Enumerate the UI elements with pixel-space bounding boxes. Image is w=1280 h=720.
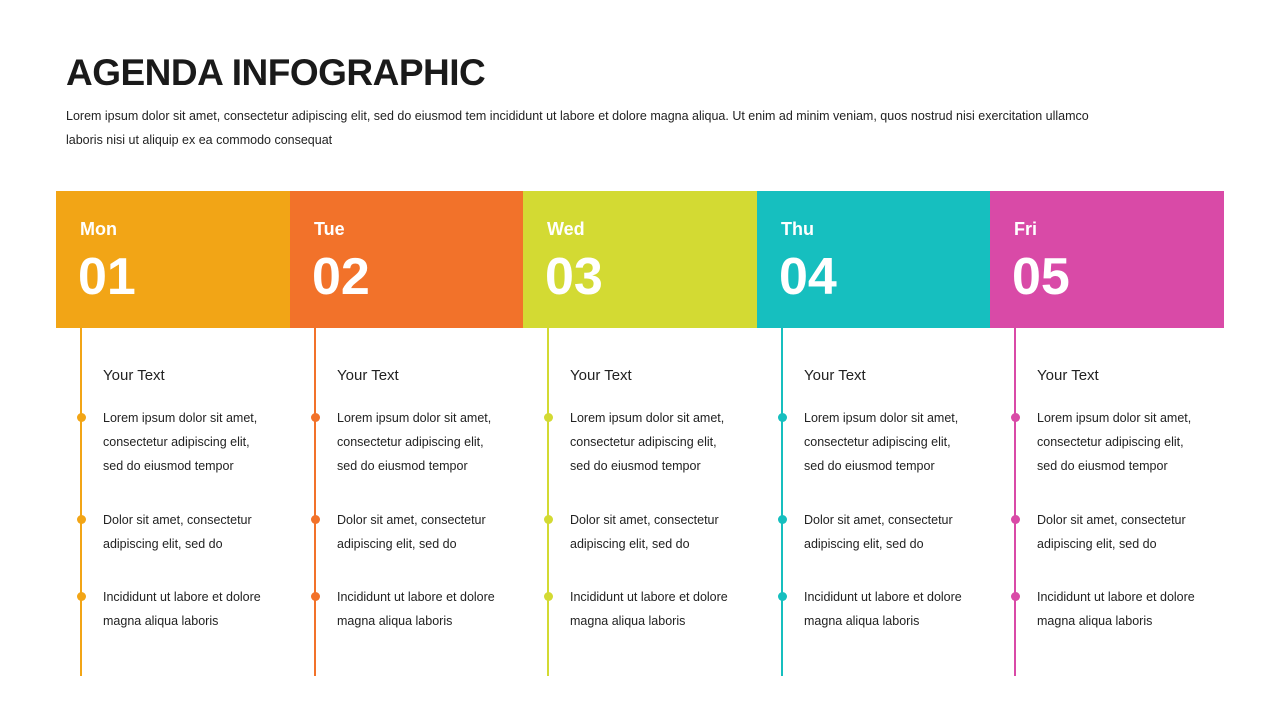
agenda-column-mon: Mon 01 Your Text Lorem ipsum dolor sit a… [56, 191, 290, 681]
day-header: Wed 03 [523, 191, 757, 328]
item-line: sed do eiusmod tempor [804, 459, 935, 473]
timeline-line [80, 328, 82, 676]
bullet-dot-icon [311, 515, 320, 524]
timeline-line [1014, 328, 1016, 676]
item-line: consectetur adipiscing elit, [804, 435, 951, 449]
agenda-column-thu: Thu 04 Your Text Lorem ipsum dolor sit a… [757, 191, 991, 681]
agenda-item: Dolor sit amet, consectetur adipiscing el… [77, 508, 252, 556]
item-line: Incididunt ut labore et dolore [804, 590, 962, 604]
column-subtitle: Your Text [337, 367, 399, 384]
item-line: magna aliqua laboris [570, 614, 686, 628]
item-line: consectetur adipiscing elit, [570, 435, 717, 449]
agenda-column-wed: Wed 03 Your Text Lorem ipsum dolor sit a… [523, 191, 757, 681]
agenda-item: Lorem ipsum dolor sit amet, consectetur a… [311, 406, 492, 478]
item-line: Dolor sit amet, consectetur [337, 513, 486, 527]
agenda-item: Incididunt ut labore et dolore magna aliq… [1011, 585, 1195, 633]
item-line: adipiscing elit, sed do [337, 537, 457, 551]
item-line: adipiscing elit, sed do [1037, 537, 1157, 551]
agenda-item: Dolor sit amet, consectetur adipiscing el… [1011, 508, 1186, 556]
bullet-dot-icon [1011, 592, 1020, 601]
intro-line: laboris nisi ut aliquip ex ea commodo co… [66, 133, 333, 147]
column-subtitle: Your Text [804, 367, 866, 384]
item-line: magna aliqua laboris [1037, 614, 1153, 628]
agenda-column-fri: Fri 05 Your Text Lorem ipsum dolor sit a… [990, 191, 1224, 681]
bullet-dot-icon [544, 592, 553, 601]
agenda-column-tue: Tue 02 Your Text Lorem ipsum dolor sit a… [290, 191, 524, 681]
column-subtitle: Your Text [103, 367, 165, 384]
timeline-line [314, 328, 316, 676]
agenda-item: Lorem ipsum dolor sit amet, consectetur a… [1011, 406, 1192, 478]
timeline-line [547, 328, 549, 676]
bullet-dot-icon [778, 592, 787, 601]
day-label: Mon [80, 219, 117, 239]
bullet-dot-icon [778, 413, 787, 422]
agenda-item: Lorem ipsum dolor sit amet, consectetur a… [544, 406, 725, 478]
item-line: Incididunt ut labore et dolore [570, 590, 728, 604]
item-line: Lorem ipsum dolor sit amet, [103, 411, 258, 425]
item-line: adipiscing elit, sed do [804, 537, 924, 551]
page-title: AGENDA INFOGRAPHIC [66, 52, 486, 93]
item-line: Dolor sit amet, consectetur [1037, 513, 1186, 527]
item-line: magna aliqua laboris [337, 614, 453, 628]
item-line: Lorem ipsum dolor sit amet, [804, 411, 959, 425]
item-line: Dolor sit amet, consectetur [570, 513, 719, 527]
column-subtitle: Your Text [570, 367, 632, 384]
item-line: Incididunt ut labore et dolore [337, 590, 495, 604]
item-line: Lorem ipsum dolor sit amet, [570, 411, 725, 425]
day-label: Wed [547, 219, 585, 239]
column-subtitle: Your Text [1037, 367, 1099, 384]
item-line: magna aliqua laboris [804, 614, 920, 628]
day-label: Fri [1014, 219, 1038, 239]
bullet-dot-icon [77, 592, 86, 601]
item-line: consectetur adipiscing elit, [1037, 435, 1184, 449]
item-line: sed do eiusmod tempor [1037, 459, 1168, 473]
item-line: adipiscing elit, sed do [570, 537, 690, 551]
agenda-item: Lorem ipsum dolor sit amet, consectetur a… [778, 406, 959, 478]
day-label: Thu [781, 219, 814, 239]
agenda-item: Dolor sit amet, consectetur adipiscing el… [544, 508, 719, 556]
item-line: consectetur adipiscing elit, [337, 435, 484, 449]
bullet-dot-icon [1011, 413, 1020, 422]
day-number: 01 [78, 248, 136, 306]
item-line: Lorem ipsum dolor sit amet, [1037, 411, 1192, 425]
item-line: Incididunt ut labore et dolore [103, 590, 261, 604]
item-line: adipiscing elit, sed do [103, 537, 223, 551]
day-header: Fri 05 [990, 191, 1224, 328]
item-line: Incididunt ut labore et dolore [1037, 590, 1195, 604]
day-header: Tue 02 [290, 191, 524, 328]
bullet-dot-icon [77, 413, 86, 422]
bullet-dot-icon [778, 515, 787, 524]
bullet-dot-icon [1011, 515, 1020, 524]
item-line: sed do eiusmod tempor [337, 459, 468, 473]
item-line: magna aliqua laboris [103, 614, 219, 628]
agenda-item: Lorem ipsum dolor sit amet, consectetur a… [77, 406, 258, 478]
intro-text: Lorem ipsum dolor sit amet, consectetur … [66, 104, 1176, 152]
bullet-dot-icon [77, 515, 86, 524]
intro-line: Lorem ipsum dolor sit amet, consectetur … [66, 109, 1089, 123]
day-header: Thu 04 [757, 191, 991, 328]
day-number: 04 [779, 248, 837, 306]
agenda-item: Incididunt ut labore et dolore magna aliq… [77, 585, 261, 633]
bullet-dot-icon [544, 515, 553, 524]
timeline-line [781, 328, 783, 676]
day-header: Mon 01 [56, 191, 290, 328]
bullet-dot-icon [311, 413, 320, 422]
bullet-dot-icon [544, 413, 553, 422]
agenda-item: Dolor sit amet, consectetur adipiscing el… [778, 508, 953, 556]
item-line: sed do eiusmod tempor [103, 459, 234, 473]
item-line: Lorem ipsum dolor sit amet, [337, 411, 492, 425]
day-number: 02 [312, 248, 370, 306]
day-number: 03 [545, 248, 603, 306]
item-line: sed do eiusmod tempor [570, 459, 701, 473]
agenda-item: Incididunt ut labore et dolore magna aliq… [311, 585, 495, 633]
agenda-item: Incididunt ut labore et dolore magna aliq… [778, 585, 962, 633]
agenda-item: Dolor sit amet, consectetur adipiscing el… [311, 508, 486, 556]
day-number: 05 [1012, 248, 1070, 306]
bullet-dot-icon [311, 592, 320, 601]
item-line: consectetur adipiscing elit, [103, 435, 250, 449]
item-line: Dolor sit amet, consectetur [804, 513, 953, 527]
agenda-item: Incididunt ut labore et dolore magna aliq… [544, 585, 728, 633]
day-label: Tue [314, 219, 345, 239]
item-line: Dolor sit amet, consectetur [103, 513, 252, 527]
